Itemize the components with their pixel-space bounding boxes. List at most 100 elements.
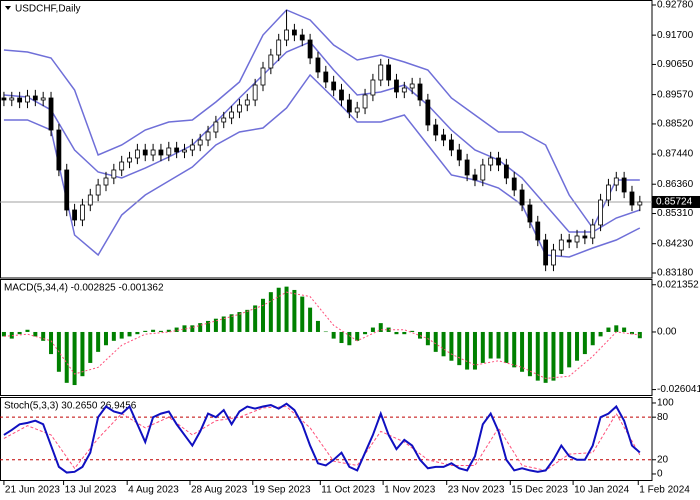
macd-label: MACD(5,34,4) -0.002825 -0.001362	[4, 283, 164, 294]
candle-body	[1, 97, 7, 101]
macd-bar	[111, 331, 116, 341]
macd-bar	[174, 327, 179, 332]
macd-bar	[629, 331, 634, 335]
y-tick-label: 0.91700	[657, 30, 694, 41]
macd-bar	[378, 323, 383, 332]
candle-body	[111, 169, 117, 179]
macd-bar	[504, 331, 509, 363]
candle-body	[40, 97, 46, 101]
candle-body	[425, 99, 431, 126]
candle-body	[292, 29, 297, 36]
candle-body	[315, 57, 321, 73]
candle-body	[456, 149, 462, 161]
macd-bar	[370, 327, 375, 332]
x-tick-label: 1 Nov 2023	[384, 485, 436, 496]
candle-body	[166, 147, 172, 156]
macd-bar	[41, 331, 46, 341]
macd-bar	[25, 329, 30, 332]
macd-panel-frame	[0, 279, 653, 396]
candle-body	[566, 239, 572, 243]
chart-title: USDCHF,Daily	[15, 4, 81, 15]
candle-body	[535, 221, 541, 241]
candle-body	[354, 107, 360, 113]
candle-body	[252, 84, 258, 101]
candle-body	[394, 79, 399, 93]
candle-body	[346, 99, 352, 113]
y-tick-label: 0.88520	[657, 119, 694, 130]
price-panel-frame	[0, 0, 653, 279]
candle-body	[221, 117, 227, 123]
y-tick-label: 0.86360	[657, 179, 694, 190]
candle-body	[189, 144, 195, 151]
macd-bar	[363, 331, 368, 335]
candle-body	[386, 64, 392, 81]
macd-bar	[441, 331, 446, 357]
candle-body	[197, 139, 203, 146]
y-tick-label: 0.92780	[657, 0, 694, 11]
candle-body	[519, 189, 525, 206]
candle-body	[25, 95, 30, 103]
macd-bar	[433, 331, 438, 352]
macd-bar	[64, 331, 69, 383]
candle-body	[213, 121, 219, 133]
candle-body	[119, 161, 125, 171]
macd-bar	[245, 309, 250, 332]
macd-bar	[119, 331, 124, 339]
macd-bar	[206, 320, 211, 332]
bollinger-lower	[3, 73, 641, 258]
y-tick-label: 0.84230	[657, 238, 694, 249]
x-tick-label: 13 Jul 2023	[65, 485, 117, 496]
macd-bar	[260, 298, 265, 332]
macd-bar	[221, 316, 226, 332]
x-tick-label: 19 Sep 2023	[254, 485, 311, 496]
y-tick-label: 80	[657, 412, 669, 423]
stoch-panel-frame	[0, 397, 653, 481]
macd-bar	[17, 331, 22, 335]
macd-bar	[559, 331, 564, 374]
bollinger-middle	[3, 41, 641, 233]
candle-body	[134, 149, 140, 159]
macd-bar	[480, 331, 485, 363]
macd-bar	[472, 331, 477, 370]
candle-body	[472, 174, 478, 181]
candle-body	[331, 81, 337, 91]
candle-body	[629, 191, 635, 206]
candle-body	[527, 204, 533, 223]
macd-signal	[3, 291, 640, 379]
candle-body	[449, 139, 454, 151]
macd-bar	[582, 331, 587, 355]
macd-bar	[551, 331, 556, 381]
macd-bar	[284, 286, 289, 332]
candle-body	[284, 29, 289, 41]
candle-body	[299, 34, 305, 41]
bollinger-upper	[3, 9, 640, 230]
macd-bar	[331, 331, 336, 339]
candle-body	[32, 95, 38, 101]
candle-body	[95, 184, 101, 196]
macd-bar	[567, 331, 572, 368]
macd-bar	[276, 287, 281, 332]
macd-bar	[622, 327, 627, 332]
macd-bar	[292, 289, 297, 332]
macd-bar	[9, 331, 14, 339]
candle-body	[127, 157, 132, 163]
macd-bar	[512, 331, 517, 368]
macd-bar	[410, 330, 415, 332]
candle-body	[409, 83, 415, 89]
candle-body	[237, 104, 242, 113]
macd-bar	[166, 329, 171, 332]
macd-bar	[1, 331, 6, 337]
y-tick-label: -0.026041	[657, 384, 700, 395]
macd-bar	[198, 323, 203, 332]
y-tick-label: 0.89570	[657, 89, 694, 100]
macd-bar	[237, 312, 242, 332]
y-tick-label: 0.00	[657, 327, 677, 338]
candle-body	[339, 89, 344, 101]
candle-body	[307, 39, 313, 59]
macd-bar	[158, 330, 163, 332]
macd-bar	[355, 331, 360, 341]
stoch-label: Stoch(5,3,3) 30.2650 26.9456	[4, 401, 137, 412]
macd-bar	[520, 331, 525, 372]
